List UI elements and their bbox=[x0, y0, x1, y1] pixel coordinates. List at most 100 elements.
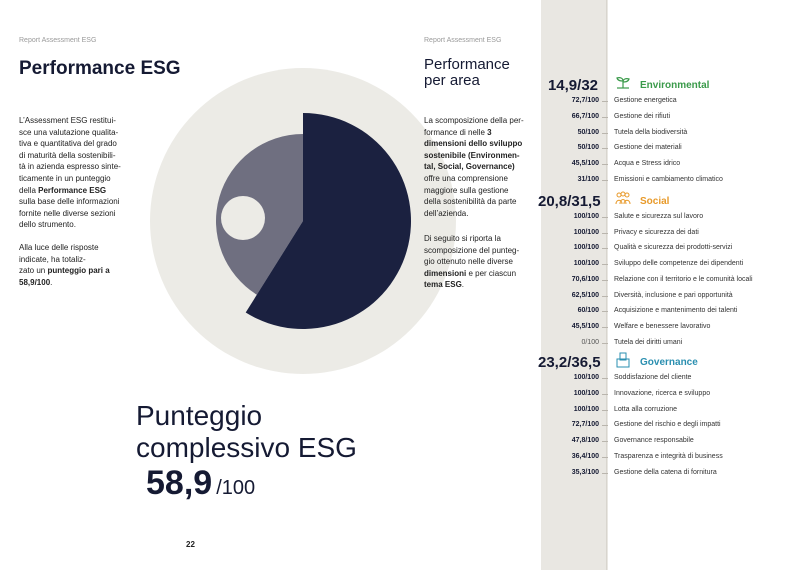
overall-score-value: 58,9 bbox=[146, 464, 213, 502]
topic-label: Salute e sicurezza sul lavoro bbox=[614, 213, 704, 220]
result-text-end: . bbox=[50, 277, 53, 287]
topic-label: Diversità, inclusione e pari opportunità bbox=[614, 291, 733, 299]
page-title: Performance ESG bbox=[19, 58, 181, 79]
topic-tick bbox=[602, 457, 608, 458]
topic-tick bbox=[602, 441, 608, 443]
topic-label: Emissioni e cambiamento climatico bbox=[614, 176, 723, 183]
esg-score-chart bbox=[150, 68, 456, 374]
topic-label: Gestione della catena di fornitura bbox=[614, 468, 717, 476]
topic-score: 0/100 bbox=[581, 338, 599, 346]
section-name: Social bbox=[640, 196, 670, 207]
score-rail-divider bbox=[606, 0, 607, 570]
topic-label: Trasparenza e integrità di business bbox=[614, 453, 723, 460]
area-desc2-text-2: e per ciascun bbox=[468, 268, 517, 278]
topic-tick bbox=[602, 295, 608, 297]
overall-score-title: Punteggio complessivo ESG bbox=[136, 400, 357, 463]
topic-score: 70,6/100 bbox=[571, 275, 599, 283]
area-title: Performance per area bbox=[424, 56, 510, 89]
result-highlight: punteggio pari a 58,9/100 bbox=[19, 266, 110, 287]
topic-score: 47,8/100 bbox=[571, 437, 599, 445]
topic-score: 50/100 bbox=[577, 128, 599, 136]
topic-score: 45,5/100 bbox=[571, 322, 599, 330]
chart-slice-score bbox=[245, 113, 411, 329]
topic-label: Acqua e Stress idrico bbox=[614, 160, 681, 168]
topic-tick bbox=[602, 279, 608, 281]
topic-score: 31/100 bbox=[577, 176, 599, 183]
area-description-2: Di seguito si riporta la scomposizione d… bbox=[424, 233, 536, 291]
page-number: 22 bbox=[186, 540, 195, 549]
section-total: 14,9/32 bbox=[547, 77, 598, 94]
topic-label: Acquisizione e mantenimento dei talenti bbox=[614, 307, 738, 315]
section-total: 20,8/31,5 bbox=[538, 193, 601, 210]
area-desc2-text: Di seguito si riporta la scomposizione d… bbox=[424, 234, 520, 267]
topic-score: 60/100 bbox=[577, 307, 599, 315]
topic-label: Gestione del rischio e degli impatti bbox=[614, 421, 721, 429]
topic-tick bbox=[602, 425, 608, 427]
people-icon bbox=[614, 191, 632, 210]
topic-score: 100/100 bbox=[573, 405, 599, 413]
topic-tick bbox=[602, 342, 608, 344]
topic-tick bbox=[602, 311, 608, 313]
chart-hole bbox=[221, 196, 265, 240]
topic-score: 35,3/100 bbox=[571, 468, 599, 476]
topic-score: 100/100 bbox=[573, 244, 599, 252]
topic-score: 36,4/100 bbox=[571, 453, 599, 460]
topic-tick bbox=[602, 248, 608, 250]
page-header-right: Report Assessment ESG bbox=[424, 37, 502, 44]
result-text: Alla luce delle risposte indicate, ha to… bbox=[19, 243, 99, 276]
topic-label: Tutela della biodiversità bbox=[614, 128, 688, 136]
topic-tick bbox=[602, 409, 608, 411]
result-paragraph: Alla luce delle risposte indicate, ha to… bbox=[19, 242, 149, 288]
topic-label: Welfare e benessere lavorativo bbox=[614, 322, 711, 330]
intro-highlight: Performance ESG bbox=[38, 185, 107, 195]
topic-score: 100/100 bbox=[573, 374, 599, 381]
topic-tick bbox=[602, 101, 608, 102]
area-desc2-highlight-1: dimensioni bbox=[424, 268, 467, 278]
topic-score: 50/100 bbox=[577, 144, 599, 152]
area-description: La scomposizione della per- formance di … bbox=[424, 115, 536, 219]
topic-label: Relazione con il territorio e le comunit… bbox=[614, 275, 753, 283]
topic-tick bbox=[602, 217, 608, 218]
topic-label: Lotta alla corruzione bbox=[614, 405, 678, 413]
topic-score: 66,7/100 bbox=[571, 112, 599, 120]
topic-label: Governance responsabile bbox=[614, 437, 694, 445]
topic-score: 100/100 bbox=[573, 389, 599, 397]
topic-tick bbox=[602, 378, 608, 379]
topic-score: 100/100 bbox=[573, 213, 599, 220]
topic-label: Qualità e sicurezza dei prodotti-servizi bbox=[614, 244, 733, 252]
topic-label: Tutela dei diritti umani bbox=[614, 338, 683, 346]
topic-label: Privacy e sicurezza dei dati bbox=[614, 228, 699, 236]
topic-label: Sviluppo delle competenze dei dipendenti bbox=[614, 260, 744, 268]
area-desc2-highlight-2: tema ESG bbox=[424, 280, 462, 290]
overall-score: 58,9/100 bbox=[146, 464, 255, 503]
page-header-left: Report Assessment ESG bbox=[19, 37, 97, 44]
topic-tick bbox=[602, 132, 608, 134]
score-rail bbox=[541, 0, 608, 570]
section-total: 23,2/36,5 bbox=[538, 354, 601, 371]
topic-tick bbox=[602, 326, 608, 328]
topic-label: Soddisfazione del cliente bbox=[614, 374, 692, 381]
area-desc-text-end: offre una comprensione maggiore sulla ge… bbox=[424, 173, 517, 218]
ballot-box-icon bbox=[614, 352, 632, 373]
topic-score: 72,7/100 bbox=[571, 421, 599, 429]
area-desc-text: La scomposizione della per- formance di … bbox=[424, 116, 524, 137]
area-desc2-text-end: . bbox=[461, 280, 465, 290]
topic-label: Gestione dei rifiuti bbox=[614, 112, 671, 120]
plant-icon bbox=[614, 75, 632, 94]
intro-text-end: sulla base delle informazioni fornite ne… bbox=[19, 197, 120, 230]
topic-tick bbox=[602, 232, 608, 234]
topic-tick bbox=[602, 148, 608, 150]
intro-text: L’Assessment ESG restitui- sce una valut… bbox=[19, 116, 121, 195]
topic-score: 100/100 bbox=[573, 228, 599, 236]
topic-score: 100/100 bbox=[573, 260, 599, 268]
area-desc-highlight: 3 dimensioni dello sviluppo sostenibile … bbox=[424, 127, 523, 172]
section-name: Environmental bbox=[640, 80, 710, 91]
topic-tick bbox=[602, 393, 608, 395]
topic-tick bbox=[602, 264, 608, 266]
intro-paragraph: L’Assessment ESG restitui- sce una valut… bbox=[19, 115, 149, 231]
topic-tick bbox=[602, 472, 608, 474]
topic-score: 72,7/100 bbox=[571, 97, 599, 104]
topic-label: Gestione energetica bbox=[614, 97, 677, 104]
overall-score-max: /100 bbox=[216, 477, 256, 499]
topic-tick bbox=[602, 164, 608, 166]
